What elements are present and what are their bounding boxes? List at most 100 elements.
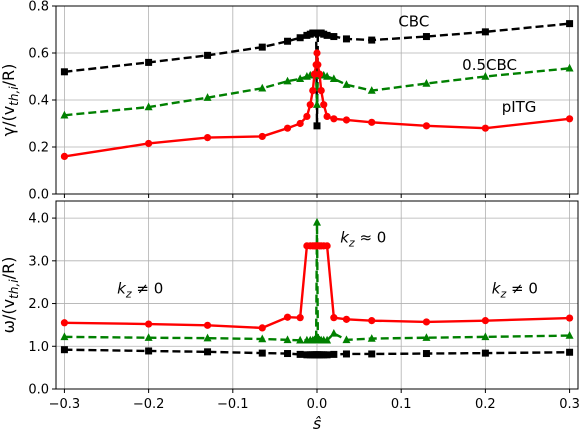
bottom-point-0-19 (368, 350, 376, 358)
top-point-1-1 (144, 102, 153, 111)
top-point-2-1 (145, 139, 153, 148)
bottom-point-1-22 (565, 331, 574, 339)
bottom-annotation-0: kz ≈ 0 (340, 228, 386, 249)
bottom-point-2-0 (60, 319, 69, 327)
bottom-xtick-label-4: 0.1 (391, 397, 412, 412)
top-series-pitg (60, 49, 574, 160)
top-point-2-2 (203, 134, 212, 142)
bottom-point-0-22 (566, 348, 574, 356)
top-point-2-9 (310, 70, 319, 78)
bottom-point-1-4 (283, 335, 292, 344)
top-point-2-12 (314, 61, 322, 69)
bottom-annotation-1: kz ≠ 0 (117, 280, 163, 301)
top-ytick-label-1: 0.2 (28, 141, 49, 156)
top-ylabel: γ/(vth,i/R) (0, 64, 21, 137)
top-point-0-18 (342, 35, 350, 43)
top-point-1-11 (313, 100, 321, 108)
top-point-2-15 (320, 101, 328, 109)
top-line-1 (64, 67, 570, 117)
bottom-point-1-19 (367, 334, 376, 342)
top-point-1-3 (258, 83, 267, 92)
top-point-2-0 (60, 152, 69, 160)
bottom-xtick-label-0: −0.3 (49, 397, 81, 412)
top-point-0-2 (204, 51, 212, 59)
bottom-ytick-label-4: 4.0 (28, 212, 49, 227)
bottom-point-0-0 (60, 346, 68, 354)
top-point-0-1 (145, 58, 153, 66)
top-point-2-21 (481, 124, 489, 132)
bottom-point-0-4 (284, 350, 292, 358)
top-point-0-0 (60, 68, 68, 76)
top-annotation-0: CBC (398, 12, 429, 30)
bottom-series-cbc (60, 346, 574, 359)
bottom-point-2-4 (283, 313, 292, 321)
top-point-2-4 (283, 124, 292, 132)
bottom-point-0-16 (323, 351, 331, 359)
bottom-point-0-18 (342, 350, 350, 358)
top-ytick-label-4: 0.8 (28, 0, 49, 15)
top-annotation-2: pITG (502, 98, 537, 116)
bottom-point-2-3 (258, 324, 266, 332)
bottom-point-1-18 (342, 335, 351, 344)
top-point-0-20 (422, 33, 430, 41)
top-point-2-7 (306, 101, 314, 109)
top-point-1-0 (60, 110, 69, 119)
bottom-point-2-22 (565, 314, 574, 322)
top-point-0-16 (323, 31, 331, 39)
top-point-1-20 (422, 79, 431, 87)
bottom-point-1-5 (296, 335, 305, 344)
top-point-2-14 (317, 87, 325, 95)
bottom-ytick-label-3: 3.0 (28, 254, 49, 269)
bottom-point-0-17 (330, 350, 338, 358)
top-annotation-1: 0.5CBC (462, 56, 517, 74)
top-point-0-5 (296, 34, 304, 42)
bottom-point-2-16 (323, 242, 331, 250)
top-point-0-3 (258, 43, 266, 51)
top-point-2-6 (303, 112, 311, 121)
top-ytick-label-0: 0.0 (28, 188, 49, 203)
bottom-xtick-label-5: 0.2 (475, 397, 496, 412)
bottom-annotation-2: kz ≠ 0 (492, 280, 538, 301)
top-point-0-4 (284, 37, 292, 45)
top-point-0-17 (330, 33, 338, 41)
top-point-2-13 (315, 70, 324, 78)
bottom-point-1-1 (144, 333, 153, 341)
bottom-point-0-1 (145, 347, 153, 355)
bottom-xtick-label-2: −0.1 (217, 397, 249, 412)
bottom-series-05cbc (60, 217, 574, 344)
top-point-1-19 (367, 86, 376, 94)
bottom-point-1-17 (329, 328, 338, 337)
top-point-0-22 (566, 20, 574, 28)
top-point-0-11 (313, 122, 321, 130)
top-point-2-5 (296, 119, 304, 128)
top-point-1-5 (296, 74, 305, 83)
top-point-1-4 (283, 76, 292, 85)
bottom-ytick-label-1: 1.0 (28, 340, 49, 355)
top-ytick-label-2: 0.4 (28, 94, 49, 109)
bottom-xtick-label-1: −0.2 (133, 397, 165, 412)
top-point-1-18 (342, 80, 351, 88)
top-point-2-19 (368, 118, 376, 126)
top-point-0-19 (368, 36, 376, 44)
top-point-2-11 (313, 49, 321, 57)
top-point-2-22 (565, 115, 574, 123)
top-point-2-17 (330, 115, 338, 123)
bottom-xtick-label-3: 0.0 (307, 397, 328, 412)
top-point-1-16 (323, 72, 332, 80)
bottom-xlabel: ŝ (313, 414, 321, 433)
top-series-cbc (60, 20, 574, 130)
top-point-1-21 (481, 72, 490, 80)
top-point-1-22 (565, 63, 574, 72)
bottom-series-pitg (60, 242, 574, 332)
bottom-point-1-11 (313, 217, 321, 226)
bottom-point-2-18 (342, 315, 351, 323)
bottom-point-0-20 (422, 350, 430, 358)
bottom-point-2-2 (203, 321, 212, 329)
top-ytick-label-3: 0.6 (28, 47, 49, 62)
bottom-xtick-label-6: 0.3 (559, 397, 580, 412)
bottom-ylabel: ω/(vth,i/R) (0, 257, 21, 334)
bottom-point-0-5 (296, 350, 304, 358)
top-point-1-17 (329, 74, 338, 83)
bottom-point-1-21 (481, 332, 490, 341)
